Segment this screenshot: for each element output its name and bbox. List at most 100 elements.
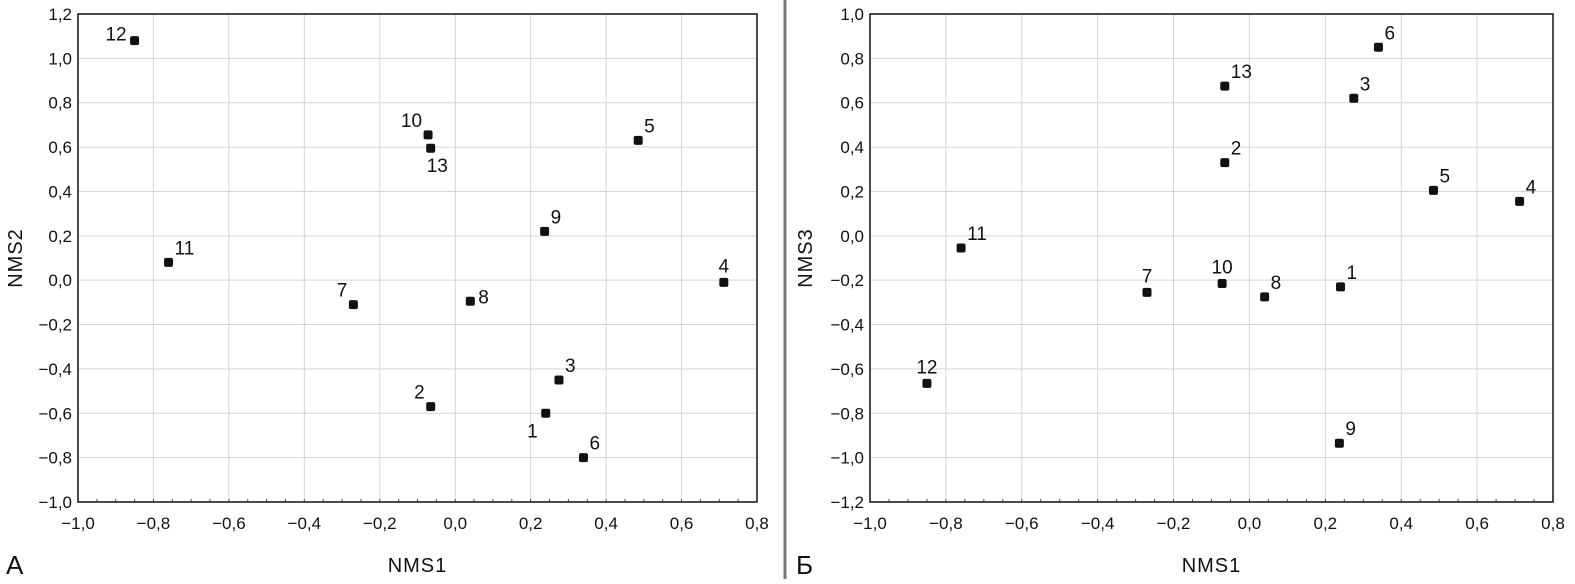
- y-tick-label: 0,6: [48, 138, 72, 157]
- data-point-label: 10: [1212, 258, 1233, 279]
- y-tick-label: 1,0: [840, 5, 864, 24]
- data-point: [1220, 158, 1230, 168]
- data-point-label: 4: [719, 256, 730, 277]
- data-point: [1428, 185, 1438, 195]
- x-tick-label: −0,8: [137, 514, 171, 533]
- x-tick-label: 0,2: [519, 514, 543, 533]
- data-point-label: 5: [1439, 166, 1450, 187]
- data-point: [922, 378, 932, 388]
- x-tick-label: −0,6: [1005, 514, 1039, 533]
- x-axis-label: NMS1: [1182, 555, 1242, 577]
- data-point-label: 3: [565, 356, 576, 377]
- data-point: [426, 402, 436, 412]
- data-point: [633, 135, 643, 145]
- data-point-label: 9: [551, 207, 562, 228]
- data-point-label: 1: [527, 421, 538, 442]
- panel-label: А: [6, 550, 24, 579]
- y-tick-label: 0,6: [840, 94, 864, 113]
- x-tick-label: 0,4: [1389, 514, 1413, 533]
- data-point-label: 7: [337, 281, 348, 302]
- data-point-label: 12: [105, 25, 126, 46]
- data-point-label: 5: [644, 116, 655, 137]
- x-tick-label: −0,4: [1081, 514, 1115, 533]
- data-point-label: 13: [427, 156, 448, 177]
- y-tick-label: 0,4: [48, 182, 72, 201]
- data-point-label: 8: [478, 287, 489, 308]
- y-axis-label: NMS2: [5, 228, 27, 288]
- y-tick-label: −0,4: [38, 360, 72, 379]
- x-tick-label: 0,0: [1238, 514, 1262, 533]
- data-point: [554, 375, 564, 385]
- x-tick-label: −0,6: [212, 514, 246, 533]
- data-point-label: 10: [401, 111, 422, 132]
- x-tick-label: 0,0: [443, 514, 467, 533]
- data-point: [1142, 287, 1152, 297]
- data-point: [541, 408, 551, 418]
- x-tick-label: −0,8: [929, 514, 963, 533]
- data-point-label: 11: [967, 224, 987, 245]
- x-tick-label: 0,4: [594, 514, 618, 533]
- data-point: [1217, 279, 1227, 289]
- y-tick-label: 0,2: [840, 182, 864, 201]
- data-point: [1515, 196, 1525, 206]
- plot-frame: [77, 13, 758, 503]
- panel-label: Б: [796, 550, 813, 579]
- data-point: [423, 130, 433, 140]
- data-point: [1220, 81, 1230, 91]
- data-point-label: 8: [1271, 273, 1282, 294]
- y-tick-label: 0,0: [48, 271, 72, 290]
- y-tick-label: 0,8: [840, 49, 864, 68]
- x-tick-label: −0,4: [288, 514, 322, 533]
- y-tick-label: 0,2: [48, 227, 72, 246]
- panel-a: −1,0 −0,8 −0,6 −0,4 −0,2 0,0 0,2 0,4 0,6 0,8 −1,0 −…: [5, 5, 769, 580]
- y-tick-label: −0,6: [830, 360, 864, 379]
- data-point: [465, 296, 475, 306]
- y-tick-label: −1,0: [38, 493, 72, 512]
- x-tick-label: −0,2: [1157, 514, 1191, 533]
- data-point: [1334, 438, 1344, 448]
- x-tick-label: −1,0: [853, 514, 887, 533]
- data-point-label: 2: [414, 383, 425, 404]
- data-point-label: 4: [1526, 177, 1537, 198]
- x-tick-label: 0,8: [745, 514, 769, 533]
- data-point: [426, 143, 436, 153]
- data-point: [1336, 282, 1346, 292]
- data-point: [348, 300, 358, 310]
- y-tick-label: 1,2: [48, 5, 72, 24]
- y-tick-label: −0,4: [830, 316, 864, 335]
- data-point: [164, 257, 174, 267]
- x-tick-label: 0,6: [670, 514, 694, 533]
- x-tick-label: 0,2: [1314, 514, 1338, 533]
- y-tick-label: −1,2: [830, 493, 864, 512]
- x-tick-label: 0,8: [1541, 514, 1565, 533]
- y-tick-label: −1,0: [830, 449, 864, 468]
- y-tick-label: −0,6: [38, 404, 72, 423]
- data-point: [130, 36, 140, 46]
- data-point-label: 1: [1347, 263, 1358, 284]
- data-point-label: 11: [175, 238, 195, 259]
- y-tick-label: −0,8: [830, 404, 864, 423]
- data-point: [956, 243, 966, 253]
- data-point-label: 6: [1384, 23, 1395, 44]
- data-point-label: 2: [1231, 139, 1242, 160]
- x-axis-label: NMS1: [388, 555, 448, 577]
- y-tick-label: 0,0: [840, 227, 864, 246]
- data-point-label: 7: [1142, 266, 1153, 287]
- y-tick-label: −0,2: [38, 316, 72, 335]
- data-point: [1373, 42, 1383, 52]
- x-tick-label: −1,0: [61, 514, 95, 533]
- data-point-label: 6: [589, 434, 600, 455]
- y-axis-label: NMS3: [795, 228, 817, 288]
- data-point-label: 9: [1345, 419, 1356, 440]
- x-tick-label: 0,6: [1465, 514, 1489, 533]
- y-tick-label: 1,0: [48, 49, 72, 68]
- x-tick-label: −0,2: [363, 514, 397, 533]
- data-point: [578, 453, 588, 463]
- data-point: [1349, 93, 1359, 103]
- y-tick-label: 0,4: [840, 138, 864, 157]
- y-tick-label: −0,2: [830, 271, 864, 290]
- y-tick-label: −0,8: [38, 449, 72, 468]
- plot-frame: [869, 13, 1554, 503]
- y-tick-label: 0,8: [48, 94, 72, 113]
